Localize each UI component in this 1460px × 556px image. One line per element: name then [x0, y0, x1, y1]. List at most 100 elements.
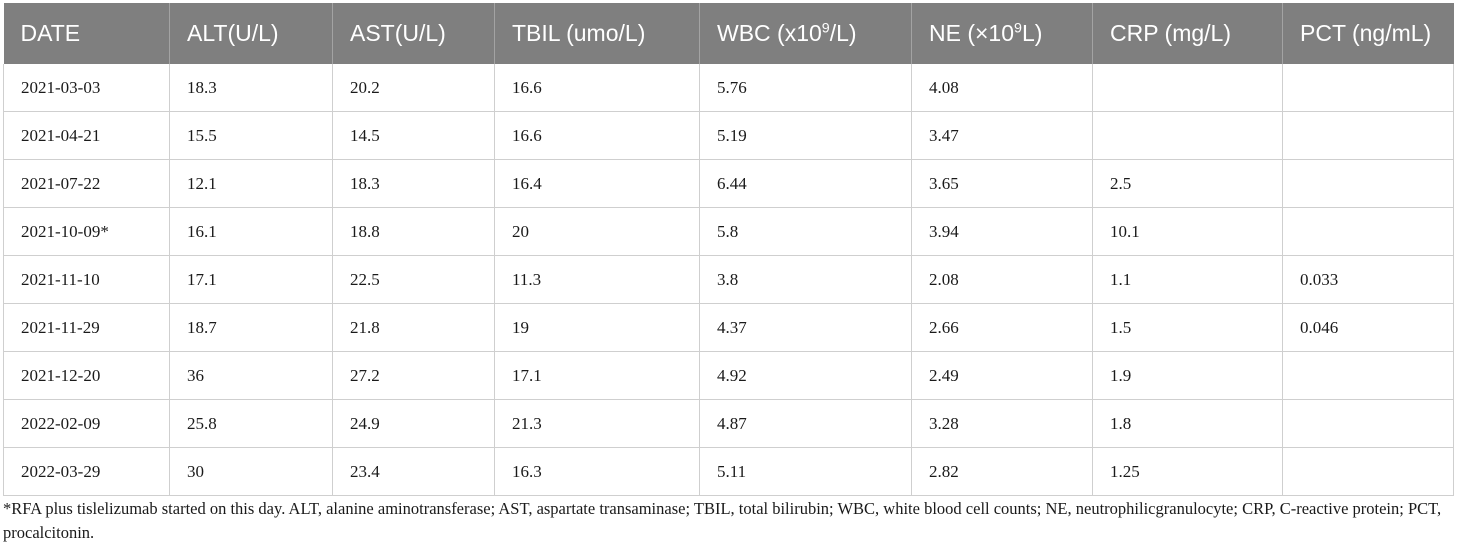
cell-wbc: 5.76	[699, 64, 912, 112]
cell-ne: 3.94	[911, 207, 1093, 256]
cell-wbc: 6.44	[699, 159, 912, 208]
cell-pct	[1282, 64, 1454, 112]
cell-wbc: 4.92	[699, 351, 912, 400]
cell-pct	[1282, 399, 1454, 448]
cell-crp: 1.25	[1092, 447, 1283, 496]
cell-ast: 14.5	[332, 111, 495, 160]
table-row: 2022-02-09 25.8 24.9 21.3 4.87 3.28 1.8	[3, 399, 1454, 448]
cell-date: 2022-02-09	[3, 399, 170, 448]
cell-ne: 4.08	[911, 64, 1093, 112]
table-row: 2021-04-21 15.5 14.5 16.6 5.19 3.47	[3, 111, 1454, 160]
header-pct: PCT (ng/mL)	[1282, 3, 1454, 64]
table-row: 2021-10-09* 16.1 18.8 20 5.8 3.94 10.1	[3, 207, 1454, 256]
cell-alt: 18.3	[169, 64, 333, 112]
header-ne: NE (×109L)	[911, 3, 1093, 64]
header-row: DATE ALT(U/L) AST(U/L) TBIL (umo/L) WBC …	[3, 3, 1454, 64]
cell-date: 2021-12-20	[3, 351, 170, 400]
header-ne-pre: NE (×10	[929, 20, 1015, 46]
cell-pct	[1282, 207, 1454, 256]
cell-ast: 18.8	[332, 207, 495, 256]
table-body: 2021-03-03 18.3 20.2 16.6 5.76 4.08 2021-04-21…	[3, 64, 1454, 496]
header-wbc-post: /L)	[829, 20, 857, 46]
cell-date: 2022-03-29	[3, 447, 170, 496]
cell-tbil: 21.3	[494, 399, 700, 448]
cell-wbc: 5.8	[699, 207, 912, 256]
cell-date: 2021-03-03	[3, 64, 170, 112]
header-ne-sup: 9	[1014, 20, 1022, 37]
cell-wbc: 5.19	[699, 111, 912, 160]
cell-wbc: 4.87	[699, 399, 912, 448]
header-wbc-sup: 9	[821, 20, 830, 37]
cell-crp	[1092, 111, 1283, 160]
cell-ast: 24.9	[332, 399, 495, 448]
cell-ast: 22.5	[332, 255, 495, 304]
lab-results-table-container: DATE ALT(U/L) AST(U/L) TBIL (umo/L) WBC …	[3, 3, 1454, 496]
cell-alt: 30	[169, 447, 333, 496]
cell-tbil: 16.4	[494, 159, 700, 208]
table-footnote: *RFA plus tislelizumab started on this d…	[3, 499, 1442, 542]
header-tbil: TBIL (umo/L)	[494, 3, 700, 64]
cell-crp	[1092, 64, 1283, 112]
cell-date: 2021-07-22	[3, 159, 170, 208]
header-ast: AST(U/L)	[332, 3, 495, 64]
cell-alt: 16.1	[169, 207, 333, 256]
cell-ast: 18.3	[332, 159, 495, 208]
table-row: 2021-12-20 36 27.2 17.1 4.92 2.49 1.9	[3, 351, 1454, 400]
header-date: DATE	[3, 3, 170, 64]
cell-pct	[1282, 447, 1454, 496]
cell-ast: 20.2	[332, 64, 495, 112]
cell-ne: 3.47	[911, 111, 1093, 160]
header-ne-post: L)	[1021, 20, 1043, 46]
cell-date: 2021-04-21	[3, 111, 170, 160]
table-row: 2021-11-29 18.7 21.8 19 4.37 2.66 1.5 0.046	[3, 303, 1454, 352]
cell-pct: 0.046	[1282, 303, 1454, 352]
cell-crp: 1.1	[1092, 255, 1283, 304]
cell-wbc: 5.11	[699, 447, 912, 496]
cell-ast: 23.4	[332, 447, 495, 496]
cell-tbil: 16.3	[494, 447, 700, 496]
cell-pct: 0.033	[1282, 255, 1454, 304]
cell-crp: 1.9	[1092, 351, 1283, 400]
header-crp: CRP (mg/L)	[1092, 3, 1283, 64]
cell-ne: 3.65	[911, 159, 1093, 208]
cell-alt: 36	[169, 351, 333, 400]
cell-alt: 12.1	[169, 159, 333, 208]
cell-ne: 2.82	[911, 447, 1093, 496]
header-alt: ALT(U/L)	[169, 3, 333, 64]
cell-date: 2021-11-29	[3, 303, 170, 352]
cell-tbil: 16.6	[494, 111, 700, 160]
cell-pct	[1282, 159, 1454, 208]
cell-ne: 3.28	[911, 399, 1093, 448]
header-wbc: WBC (x109/L)	[699, 3, 912, 64]
cell-wbc: 3.8	[699, 255, 912, 304]
cell-crp: 1.5	[1092, 303, 1283, 352]
cell-wbc: 4.37	[699, 303, 912, 352]
table-row: 2021-07-22 12.1 18.3 16.4 6.44 3.65 2.5	[3, 159, 1454, 208]
lab-results-table: DATE ALT(U/L) AST(U/L) TBIL (umo/L) WBC …	[3, 3, 1454, 496]
cell-tbil: 16.6	[494, 64, 700, 112]
cell-date: 2021-11-10	[3, 255, 170, 304]
cell-crp: 10.1	[1092, 207, 1283, 256]
cell-alt: 15.5	[169, 111, 333, 160]
table-row: 2021-11-10 17.1 22.5 11.3 3.8 2.08 1.1 0.033	[3, 255, 1454, 304]
cell-alt: 17.1	[169, 255, 333, 304]
cell-date: 2021-10-09*	[3, 207, 170, 256]
cell-crp: 1.8	[1092, 399, 1283, 448]
cell-crp: 2.5	[1092, 159, 1283, 208]
cell-tbil: 11.3	[494, 255, 700, 304]
cell-tbil: 20	[494, 207, 700, 256]
cell-tbil: 17.1	[494, 351, 700, 400]
cell-alt: 25.8	[169, 399, 333, 448]
header-wbc-pre: WBC (x10	[717, 20, 822, 46]
table-row: 2021-03-03 18.3 20.2 16.6 5.76 4.08	[3, 64, 1454, 112]
table-row: 2022-03-29 30 23.4 16.3 5.11 2.82 1.25	[3, 447, 1454, 496]
cell-ne: 2.49	[911, 351, 1093, 400]
cell-pct	[1282, 351, 1454, 400]
cell-ne: 2.08	[911, 255, 1093, 304]
cell-ast: 21.8	[332, 303, 495, 352]
cell-ast: 27.2	[332, 351, 495, 400]
cell-pct	[1282, 111, 1454, 160]
cell-tbil: 19	[494, 303, 700, 352]
cell-ne: 2.66	[911, 303, 1093, 352]
cell-alt: 18.7	[169, 303, 333, 352]
